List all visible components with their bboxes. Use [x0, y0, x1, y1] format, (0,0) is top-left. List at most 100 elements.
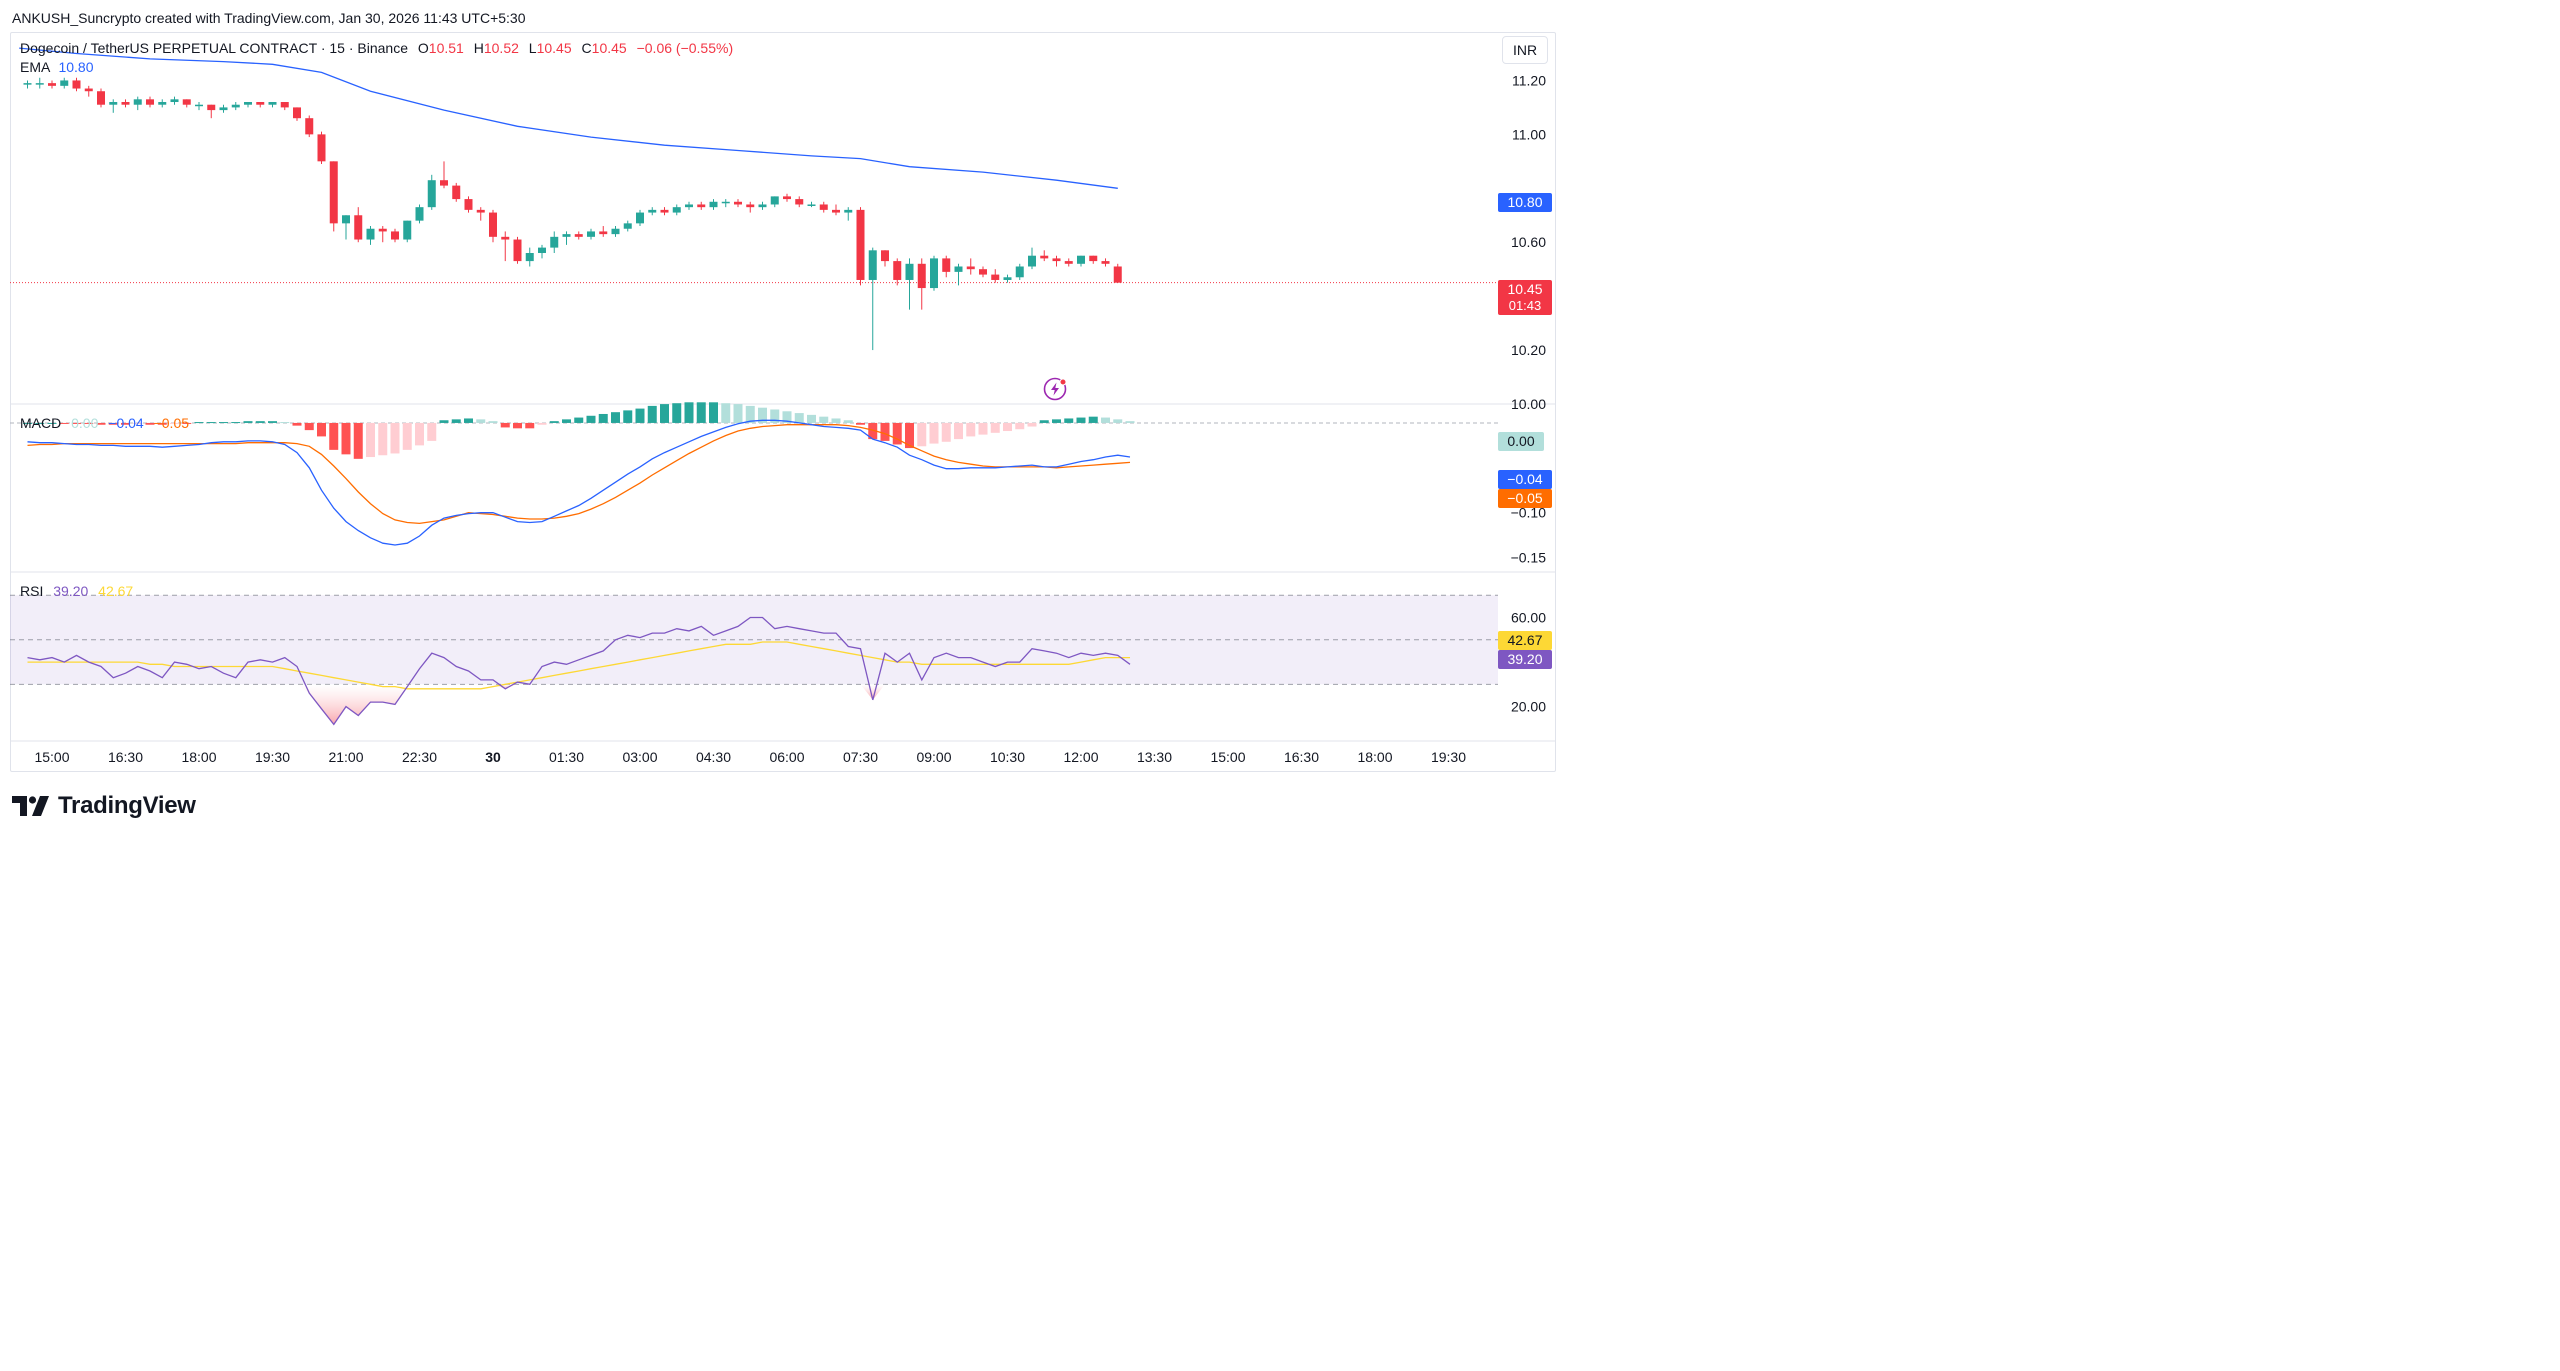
last-price-badge: 10.45 01:43 — [1498, 280, 1552, 315]
candle — [623, 220, 632, 232]
macd-signal-badge-text: −0.05 — [1507, 490, 1543, 506]
candle — [182, 99, 191, 108]
candle — [219, 104, 228, 113]
candle — [476, 207, 485, 221]
candle — [574, 231, 583, 240]
candle-body — [84, 88, 93, 92]
legend-close-label: C — [582, 40, 592, 56]
candle — [72, 77, 81, 92]
legend-high-label: H — [474, 40, 484, 56]
price-axis-label: 10.20 — [1511, 342, 1546, 358]
currency-button[interactable]: INR — [1502, 36, 1548, 64]
macd-histogram-bar — [733, 404, 743, 423]
candle-body — [489, 212, 497, 237]
macd-histogram-bar — [941, 422, 951, 442]
macd-histogram-bar — [96, 422, 106, 425]
candle-countdown: 01:43 — [1509, 298, 1542, 313]
macd-legend: MACD 0.00 −0.04 −0.05 — [20, 415, 189, 431]
candle — [966, 258, 975, 275]
candle-body — [366, 228, 375, 240]
candle — [991, 269, 1000, 283]
macd-histogram-bar — [402, 422, 412, 450]
candle-body — [905, 263, 914, 280]
candle-body — [170, 99, 179, 103]
macd-histogram-bar — [611, 412, 620, 423]
time-axis-label: 18:00 — [1357, 749, 1392, 765]
macd-histogram-bar — [427, 422, 437, 441]
macd-histogram-bar — [255, 421, 265, 423]
candle — [195, 102, 203, 111]
price-axis-label: 11.20 — [1512, 72, 1546, 88]
macd-histogram-bar — [145, 422, 155, 425]
rsi-axis-label: 60.00 — [1511, 610, 1546, 626]
candle — [538, 244, 546, 259]
candle-body — [427, 180, 436, 208]
candle — [636, 209, 644, 227]
candle-body — [72, 80, 81, 89]
candle — [1015, 263, 1024, 280]
candle — [501, 231, 510, 262]
time-axis-label: 10:30 — [990, 749, 1025, 765]
macd-histogram-bar — [819, 416, 829, 423]
candle-body — [182, 99, 191, 105]
macd-histogram-bar — [194, 422, 204, 424]
candle — [342, 215, 350, 240]
rsi-oversold-fill — [860, 684, 885, 700]
rsi-badge: 39.20 — [1498, 650, 1552, 669]
candle-body — [207, 104, 216, 111]
macd-histogram-bar — [341, 422, 351, 455]
candle-body — [354, 215, 363, 240]
ema-badge-text: 10.80 — [1507, 194, 1542, 210]
macd-histogram-bar — [231, 422, 241, 424]
candle — [489, 209, 497, 243]
time-axis-label: 04:30 — [696, 749, 731, 765]
legend-open: 10.51 — [429, 40, 464, 56]
macd-legend-line: −0.04 — [108, 415, 144, 431]
chart-frame[interactable] — [10, 32, 1556, 772]
candle-body — [795, 199, 804, 205]
macd-histogram-bar — [108, 422, 118, 425]
candle-body — [525, 253, 534, 262]
candle — [783, 193, 791, 202]
candle-body — [807, 204, 816, 206]
macd-histogram-bar — [549, 421, 559, 423]
legend-open-label: O — [418, 40, 429, 56]
candle-body — [513, 239, 522, 262]
candle — [734, 199, 742, 208]
ema-price-badge: 10.80 — [1498, 193, 1552, 212]
macd-histogram-bar — [709, 402, 718, 423]
candle — [133, 96, 142, 111]
candle-body — [342, 215, 350, 224]
time-axis-label: 21:00 — [328, 749, 363, 765]
macd-histogram-bar — [537, 422, 547, 425]
macd-histogram-bar — [660, 404, 669, 423]
rsi-legend: RSI 39.20 42.67 — [20, 583, 133, 599]
candle — [415, 204, 424, 224]
candle — [207, 104, 216, 119]
macd-line — [27, 419, 1131, 546]
time-axis-label: 01:30 — [549, 749, 584, 765]
time-axis-label: 30 — [485, 749, 501, 765]
lightning-icon[interactable] — [1043, 377, 1067, 401]
candle — [1064, 258, 1073, 267]
macd-histogram-bar — [831, 418, 841, 423]
macd-histogram-bar — [500, 422, 510, 428]
tradingview-brand: TradingView — [12, 792, 196, 820]
candle-body — [697, 204, 706, 208]
ema-legend: EMA 10.80 — [20, 59, 94, 75]
macd-histogram-bar — [1052, 419, 1061, 423]
legend-high: 10.52 — [484, 40, 519, 56]
candle-body — [599, 231, 608, 235]
candle — [354, 207, 363, 243]
macd-histogram-bar — [329, 422, 339, 450]
macd-axis-label: −0.15 — [1511, 550, 1547, 566]
candle-body — [770, 196, 779, 205]
candle-body — [146, 99, 154, 105]
main-legend: Dogecoin / TetherUS PERPETUAL CONTRACT ·… — [20, 40, 733, 56]
candle-body — [268, 102, 277, 105]
macd-histogram-bar — [856, 422, 865, 425]
rsi-legend-ma: 42.67 — [98, 583, 133, 599]
candle — [391, 228, 399, 243]
chart-canvas[interactable]: 11.20 11.00 10.60 10.20 10.00 −0.10 −0.15 60.00… — [0, 0, 1568, 840]
candle — [60, 77, 69, 89]
